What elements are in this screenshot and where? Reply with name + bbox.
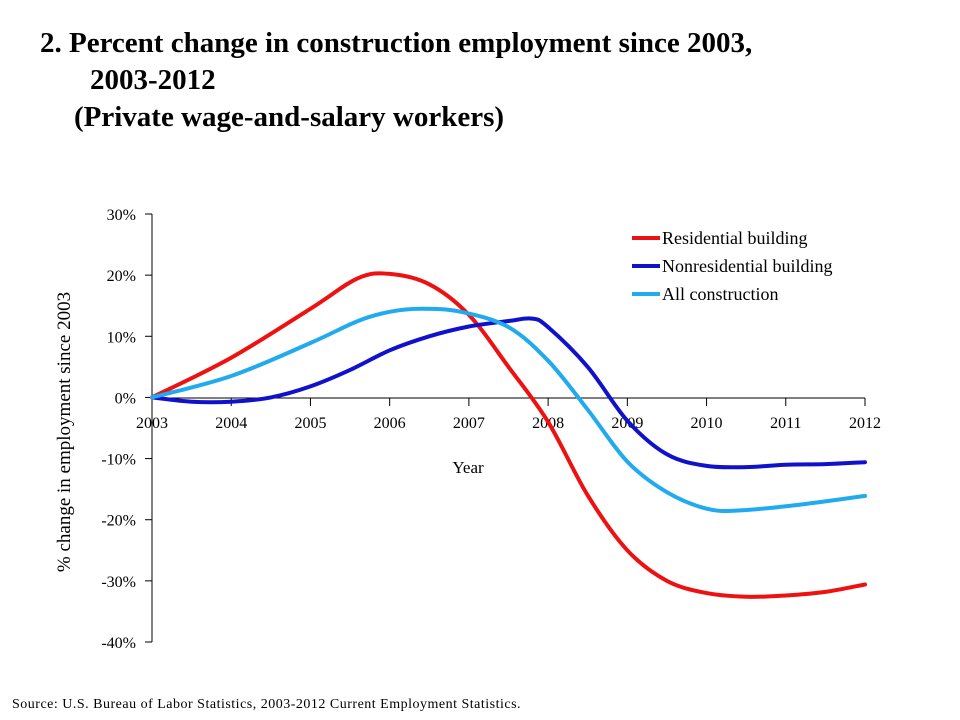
y-tick-label: -20% — [101, 513, 136, 530]
series-line-nonresidential-building — [150, 316, 867, 470]
legend: Residential building Nonresidential build… — [632, 228, 832, 304]
x-tick-label: 2005 — [294, 415, 326, 432]
x-tick-label: 2007 — [453, 415, 485, 432]
y-tick-label: 20% — [107, 268, 136, 285]
x-tick-label: 2006 — [374, 415, 406, 432]
legend-label-nonresidential-building: Nonresidential building — [662, 256, 832, 276]
y-tick-label: 30% — [107, 207, 136, 224]
y-tick-label: 10% — [107, 329, 136, 346]
x-axis: 2003 2004 2005 2006 2007 2008 2009 2010 2011 2012 — [136, 397, 881, 432]
series-line-residential-building — [150, 271, 867, 599]
x-tick-label: 2012 — [849, 415, 881, 432]
chart-subtitle: (Private wage-and-salary workers) — [74, 101, 505, 133]
legend-label-residential-building: Residential building — [662, 228, 808, 248]
x-tick-label: 2010 — [691, 415, 723, 432]
y-tick-label: -40% — [101, 635, 136, 652]
x-tick-label: 2004 — [215, 415, 247, 432]
x-tick-label: 2003 — [136, 415, 168, 432]
x-axis-title: Year — [452, 458, 484, 477]
x-tick-label: 2011 — [770, 415, 801, 432]
chart-title-line-2: 2003-2012 — [90, 64, 216, 96]
y-axis-title: % change in employment since 2003 — [54, 292, 75, 572]
chart-title-line-1: 2. Percent change in construction employ… — [40, 27, 753, 59]
y-tick-label: -10% — [101, 452, 136, 469]
series-lines — [150, 271, 867, 599]
legend-label-all-construction: All construction — [662, 284, 778, 304]
series-line-all-construction — [150, 306, 867, 513]
y-tick-label: 0% — [115, 390, 136, 407]
y-tick-label: -30% — [101, 574, 136, 591]
source-note: Source: U.S. Bureau of Labor Statistics,… — [12, 697, 522, 712]
y-axis: 30% 20% 10% 0% -10% -20% -30% -40% — [101, 207, 153, 652]
